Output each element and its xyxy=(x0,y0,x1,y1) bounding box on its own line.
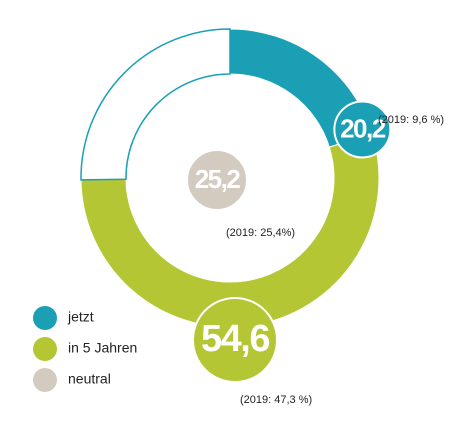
donut-segment xyxy=(80,133,380,328)
legend-label: jetzt xyxy=(67,309,94,325)
legend-swatch xyxy=(33,306,57,330)
value-label: 20,2 xyxy=(340,113,386,143)
annotation: (2019: 25,4%) xyxy=(226,227,295,239)
value-label: 54,6 xyxy=(201,318,269,360)
donut-segment xyxy=(80,28,231,181)
value-bubble xyxy=(333,100,392,159)
legend-label: in 5 Jahren xyxy=(68,340,137,356)
legend-label: neutral xyxy=(68,371,111,387)
legend-swatch xyxy=(33,368,57,392)
annotation: (2019: 47,3 %) xyxy=(240,394,312,406)
value-bubble xyxy=(186,149,248,211)
value-bubble xyxy=(192,297,278,383)
value-label: 25,2 xyxy=(195,164,241,194)
annotation: (2019: 9,6 %) xyxy=(378,114,444,126)
legend-swatch xyxy=(33,337,57,361)
